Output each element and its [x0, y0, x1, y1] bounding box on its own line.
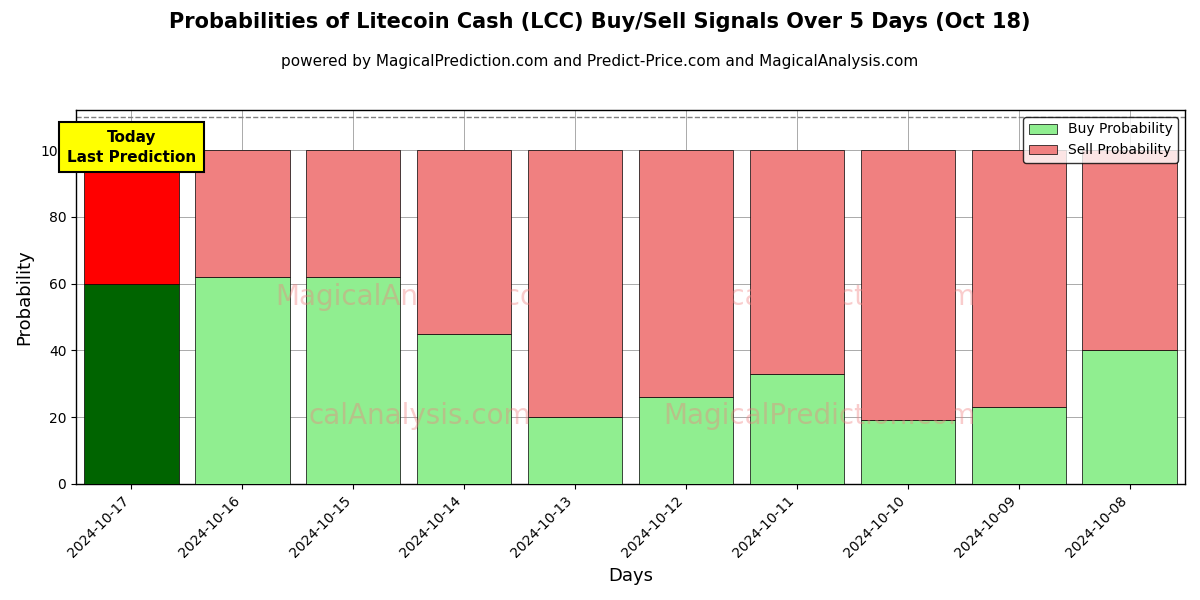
Bar: [750, 374, 844, 484]
Text: calAnalysis.com: calAnalysis.com: [308, 403, 532, 430]
Bar: [84, 284, 179, 484]
Bar: [528, 417, 623, 484]
Bar: [196, 277, 289, 484]
Bar: [306, 277, 401, 484]
Text: MagicalPrediction.com: MagicalPrediction.com: [662, 283, 976, 311]
Text: MagicalAnalysis.com: MagicalAnalysis.com: [275, 283, 564, 311]
Text: MagicalPrediction.com: MagicalPrediction.com: [662, 403, 976, 430]
Bar: [638, 397, 733, 484]
Bar: [860, 421, 955, 484]
Bar: [528, 150, 623, 417]
Bar: [418, 150, 511, 334]
Bar: [972, 150, 1066, 407]
Bar: [306, 150, 401, 277]
Bar: [750, 150, 844, 374]
Bar: [84, 150, 179, 284]
Bar: [1082, 350, 1177, 484]
X-axis label: Days: Days: [608, 567, 653, 585]
Bar: [638, 150, 733, 397]
Text: powered by MagicalPrediction.com and Predict-Price.com and MagicalAnalysis.com: powered by MagicalPrediction.com and Pre…: [281, 54, 919, 69]
Text: Probabilities of Litecoin Cash (LCC) Buy/Sell Signals Over 5 Days (Oct 18): Probabilities of Litecoin Cash (LCC) Buy…: [169, 12, 1031, 32]
Text: Today
Last Prediction: Today Last Prediction: [67, 130, 196, 165]
Legend: Buy Probability, Sell Probability: Buy Probability, Sell Probability: [1024, 117, 1178, 163]
Bar: [418, 334, 511, 484]
Bar: [860, 150, 955, 421]
Bar: [196, 150, 289, 277]
Bar: [972, 407, 1066, 484]
Y-axis label: Probability: Probability: [14, 249, 32, 345]
Bar: [1082, 150, 1177, 350]
